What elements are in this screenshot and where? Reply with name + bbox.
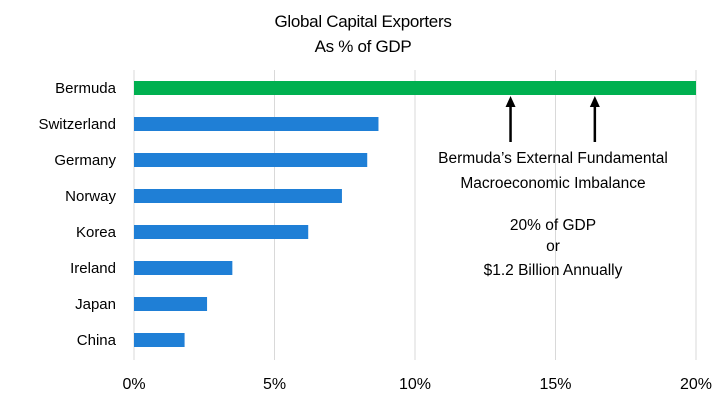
x-tick-label: 5% [263,376,286,393]
bar-china [134,333,185,347]
category-label: Japan [75,296,116,313]
x-tick-label: 0% [122,376,145,393]
bar-korea [134,225,309,239]
x-tick-label: 10% [399,376,431,393]
annotation-line-5: $1.2 Billion Annually [484,262,623,279]
bar-bermuda [134,81,696,95]
bar-norway [134,189,342,203]
annotation-line-1: Bermuda’s External Fundamental [438,150,668,167]
annotation-line-4: or [546,238,560,255]
bar-germany [134,153,368,167]
category-label: Norway [65,188,116,205]
annotation-arrow-head [589,96,600,107]
annotation-line-3: 20% of GDP [510,217,596,234]
category-label: Korea [76,224,117,241]
category-label: Germany [54,152,116,169]
x-tick-label: 20% [680,376,712,393]
bar-ireland [134,261,233,275]
x-tick-label: 15% [539,376,571,393]
annotation-line-2: Macroeconomic Imbalance [460,175,645,192]
category-label: Switzerland [38,116,116,133]
category-label: Bermuda [55,80,117,97]
chart-title: Global Capital Exporters [274,12,452,31]
category-label: Ireland [70,260,116,277]
bar-switzerland [134,117,379,131]
category-label: China [77,332,117,349]
annotation-arrow-head [505,96,516,107]
bar-japan [134,297,208,311]
chart-subtitle: As % of GDP [314,37,412,56]
